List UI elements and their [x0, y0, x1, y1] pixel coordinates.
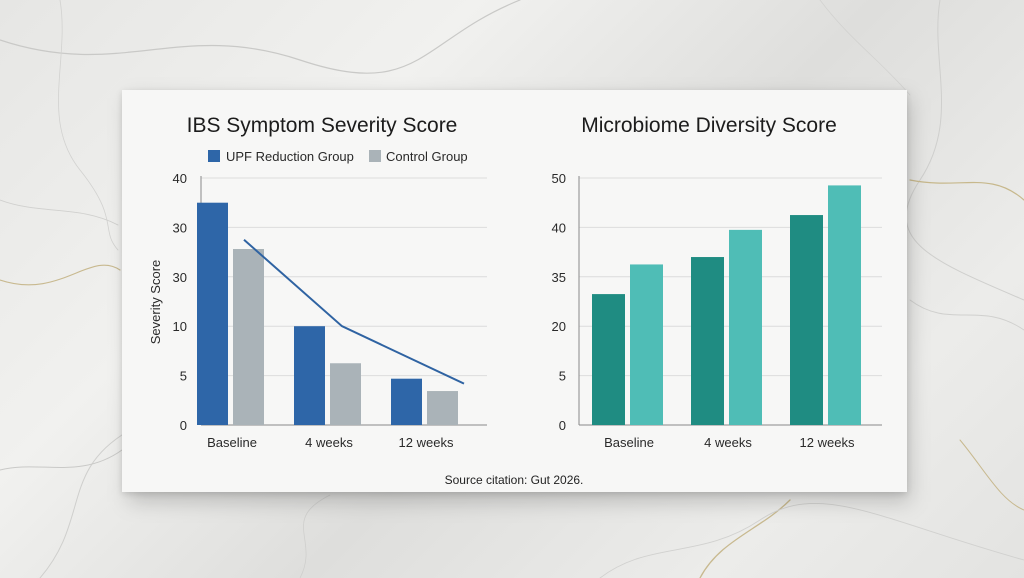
y-tick-label: 10	[173, 319, 187, 334]
bar	[330, 363, 361, 425]
x-tick-label: Baseline	[604, 435, 654, 450]
chart-card: IBS Symptom Severity Score UPF Reduction …	[122, 90, 907, 492]
y-tick-label: 20	[552, 319, 566, 334]
bar	[828, 185, 861, 425]
x-tick-label: 4 weeks	[704, 435, 752, 450]
chart-title: IBS Symptom Severity Score	[187, 114, 458, 137]
y-tick-label: 40	[552, 220, 566, 235]
y-tick-label: 0	[559, 418, 566, 433]
y-tick-label: 40	[173, 171, 187, 186]
legend-swatch	[208, 150, 220, 162]
y-tick-label: 0	[180, 418, 187, 433]
trend-line	[243, 239, 465, 385]
x-tick-label: 12 weeks	[399, 435, 454, 450]
bar	[729, 229, 762, 425]
bar	[427, 391, 458, 425]
y-tick-label: 5	[180, 369, 187, 384]
source-citation: Source citation: Gut 2026.	[445, 473, 584, 487]
chart-title: Microbiome Diversity Score	[581, 114, 837, 137]
bar	[592, 294, 625, 425]
x-tick-label: 4 weeks	[305, 435, 353, 450]
y-tick-label: 35	[552, 270, 566, 285]
bar	[197, 202, 228, 425]
bar	[691, 257, 724, 425]
y-tick-label: 30	[173, 270, 187, 285]
bar	[790, 215, 823, 425]
y-axis-label: Severity Score	[148, 260, 163, 345]
legend-label: UPF Reduction Group	[226, 149, 354, 164]
bar	[294, 326, 325, 425]
charts-canvas: IBS Symptom Severity Score UPF Reduction …	[148, 114, 882, 487]
x-tick-label: Baseline	[207, 435, 257, 450]
y-tick-label: 50	[552, 171, 566, 186]
bar	[630, 264, 663, 425]
y-tick-label: 5	[559, 369, 566, 384]
bar	[391, 378, 422, 425]
legend-label: Control Group	[386, 149, 468, 164]
x-tick-label: 12 weeks	[800, 435, 855, 450]
bar	[233, 249, 264, 425]
y-tick-label: 30	[173, 220, 187, 235]
legend-swatch	[369, 150, 381, 162]
